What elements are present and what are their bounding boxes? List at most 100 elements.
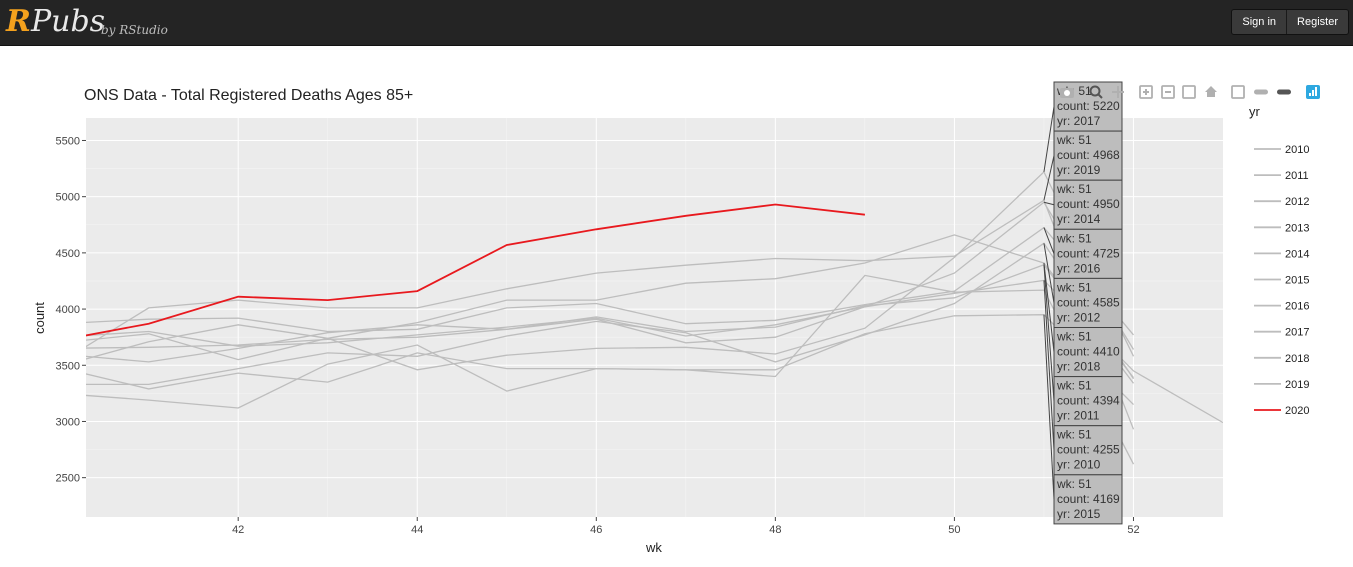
- zoom-icon[interactable]: [1089, 85, 1103, 99]
- byline: by RStudio: [101, 23, 168, 37]
- hover-label-count: count: 4950: [1057, 197, 1120, 211]
- series-line-2014: [86, 201, 1135, 350]
- closest-hover-icon-shape: [1277, 89, 1291, 95]
- zoom-out-icon-shape: [1161, 85, 1175, 99]
- hover-label-box: [1053, 179, 1123, 230]
- zoom-lens: [1089, 85, 1101, 97]
- hover-label-count: count: 4255: [1057, 443, 1120, 457]
- series-line-2019: [86, 199, 1135, 430]
- home-shape: [1205, 86, 1217, 97]
- chart-title: ONS Data - Total Registered Deaths Ages …: [84, 87, 413, 104]
- camera-icon[interactable]: [1060, 88, 1074, 98]
- series-line-2016: [86, 226, 1134, 336]
- hover-pointer: [1043, 201, 1055, 206]
- plotly-logo-bar: [1309, 93, 1311, 96]
- hover-pointer: [1043, 243, 1055, 304]
- home-icon[interactable]: [1205, 86, 1217, 97]
- hover-label-box: [1053, 474, 1123, 525]
- register-button[interactable]: Register: [1286, 10, 1348, 34]
- hover-pointer: [1043, 314, 1055, 500]
- legend-label-2014: 2014: [1285, 248, 1309, 260]
- y-tick-label: 3000: [56, 416, 80, 428]
- hover-label-box: [1053, 277, 1123, 328]
- legend-label-2010: 2010: [1285, 144, 1309, 156]
- y-tick-label: 4500: [56, 248, 80, 260]
- series-line-2011: [86, 264, 1135, 384]
- hover-label-box: [1053, 376, 1123, 427]
- series-line-2017: [86, 170, 1135, 371]
- hover-label-wk: wk: 51: [1056, 133, 1092, 147]
- x-tick-label: 48: [769, 524, 781, 536]
- hover-label-box: [1053, 425, 1123, 476]
- legend-label-2017: 2017: [1285, 327, 1309, 339]
- hover-label-yr: yr: 2010: [1057, 458, 1101, 472]
- legend-label-2016: 2016: [1285, 301, 1309, 313]
- zoom-in-icon[interactable]: [1139, 85, 1153, 99]
- zoom-handle: [1097, 93, 1103, 99]
- closest-hover-icon[interactable]: [1277, 89, 1291, 95]
- legend: yr 2010 2011 2012 2013 2014 2015 2016 2017 2018 2…: [1249, 104, 1309, 417]
- hover-pointer: [1043, 155, 1055, 201]
- hover-label-yr: yr: 2018: [1057, 360, 1101, 374]
- plotly-logo-bar: [1315, 87, 1317, 96]
- pan-icon[interactable]: [1112, 86, 1124, 98]
- hover-pointer: [1043, 227, 1055, 255]
- series-line-2018: [86, 234, 1135, 379]
- hover-label-yr: yr: 2011: [1057, 409, 1100, 423]
- pan-cross: [1112, 86, 1124, 98]
- hover-label-yr: yr: 2016: [1057, 261, 1101, 275]
- hover-label-yr: yr: 2017: [1057, 114, 1101, 128]
- series-line-2015: [86, 314, 1134, 406]
- x-tick-label: 44: [411, 524, 423, 536]
- rpubs-logo[interactable]: RPubs: [6, 4, 106, 39]
- y-tick-label: 4000: [56, 304, 80, 316]
- x-tick-label: 46: [590, 524, 602, 536]
- series-line-2010: [86, 279, 1223, 424]
- zoom-in-icon-shape: [1139, 85, 1153, 99]
- legend-label-2015: 2015: [1285, 275, 1309, 287]
- x-tick-label: 50: [948, 524, 960, 536]
- y-tick-label: 5500: [56, 135, 80, 147]
- legend-label-2018: 2018: [1285, 353, 1309, 365]
- hover-label-wk: wk: 51: [1056, 280, 1092, 294]
- compare-hover-icon[interactable]: [1254, 89, 1268, 95]
- sign-in-button[interactable]: Sign in: [1242, 16, 1277, 28]
- spike-lines-icon[interactable]: [1231, 85, 1245, 99]
- chart: ONS Data - Total Registered Deaths Ages …: [32, 81, 1320, 555]
- hover-label-count: count: 4169: [1057, 492, 1120, 506]
- spike-lines-icon-shape: [1231, 85, 1245, 99]
- autoscale-icon[interactable]: [1182, 85, 1196, 99]
- hover-label-box: [1053, 327, 1123, 378]
- legend-label-2012: 2012: [1285, 196, 1309, 208]
- hover-pointer: [1043, 262, 1055, 353]
- hover-label-wk: wk: 51: [1056, 379, 1092, 393]
- hover-label-count: count: 4410: [1057, 345, 1120, 359]
- legend-label-2019: 2019: [1285, 379, 1309, 391]
- hover-label-wk: wk: 51: [1056, 477, 1092, 491]
- plotly-logo-icon[interactable]: [1306, 85, 1320, 99]
- hover-label-count: count: 4585: [1057, 295, 1120, 309]
- hover-pointer: [1043, 264, 1055, 402]
- zoom-out-icon[interactable]: [1161, 85, 1175, 99]
- x-axis: 42 44 46 48 50 52: [232, 517, 1140, 536]
- y-tick-label: 3500: [56, 360, 80, 372]
- camera-lens: [1064, 90, 1070, 96]
- series-line-2012: [86, 242, 1135, 386]
- legend-title: yr: [1249, 104, 1261, 119]
- hover-label-yr: yr: 2012: [1057, 310, 1101, 324]
- autoscale-icon-shape: [1182, 85, 1196, 99]
- hover-label-yr: yr: 2019: [1057, 163, 1101, 177]
- hover-label-yr: yr: 2014: [1057, 212, 1101, 226]
- plot-panel: [86, 118, 1223, 517]
- hover-pointer: [1043, 280, 1055, 451]
- hover-label-wk: wk: 51: [1056, 428, 1092, 442]
- hover-label-count: count: 5220: [1057, 99, 1120, 113]
- hover-label-count: count: 4968: [1057, 148, 1120, 162]
- compare-hover-icon-shape: [1254, 89, 1268, 95]
- x-tick-label: 52: [1127, 524, 1139, 536]
- hover-label-count: count: 4394: [1057, 394, 1120, 408]
- y-tick-label: 5000: [56, 192, 80, 204]
- x-axis-label: wk: [645, 540, 662, 555]
- hover-label-box: [1053, 228, 1123, 279]
